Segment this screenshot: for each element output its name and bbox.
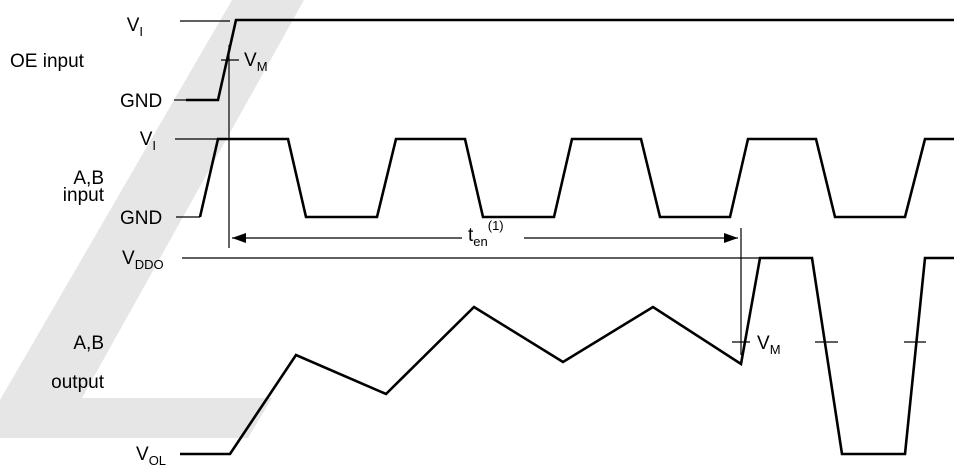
ab-input-label-line1: A,B xyxy=(73,168,104,189)
oe-vm-label: VM xyxy=(244,50,268,74)
ab-output-label-line2: output xyxy=(51,372,105,393)
ab-input-label-line2: input xyxy=(63,185,105,206)
ab-output-waveform xyxy=(180,256,954,456)
ten-label: ten(1) xyxy=(468,218,504,249)
ab-input-waveform xyxy=(198,137,954,219)
ab-input-gnd-label: GND xyxy=(120,208,162,229)
ab-output-vol-label: VOL xyxy=(136,444,166,468)
ab-input-section: VI A,B input GND xyxy=(63,129,954,229)
oe-vi-label: VI xyxy=(127,15,143,39)
ab-output-vm-label: VM xyxy=(757,333,781,357)
ab-output-vddo-label: VDDO xyxy=(122,248,164,272)
watermark-shape xyxy=(0,0,304,438)
ten-label-bg xyxy=(462,220,524,246)
ab-input-vi-label: VI xyxy=(140,129,156,153)
ab-output-section: VDDO A,B output VOL VM xyxy=(51,248,954,468)
oe-input-label: OE input xyxy=(10,51,85,72)
oe-waveform xyxy=(186,18,954,102)
oe-gnd-label: GND xyxy=(120,91,162,112)
ab-output-label-line1: A,B xyxy=(73,333,104,354)
oe-input-section: VI OE input GND VM xyxy=(10,15,954,112)
ten-dimension: ten(1) xyxy=(232,218,738,249)
